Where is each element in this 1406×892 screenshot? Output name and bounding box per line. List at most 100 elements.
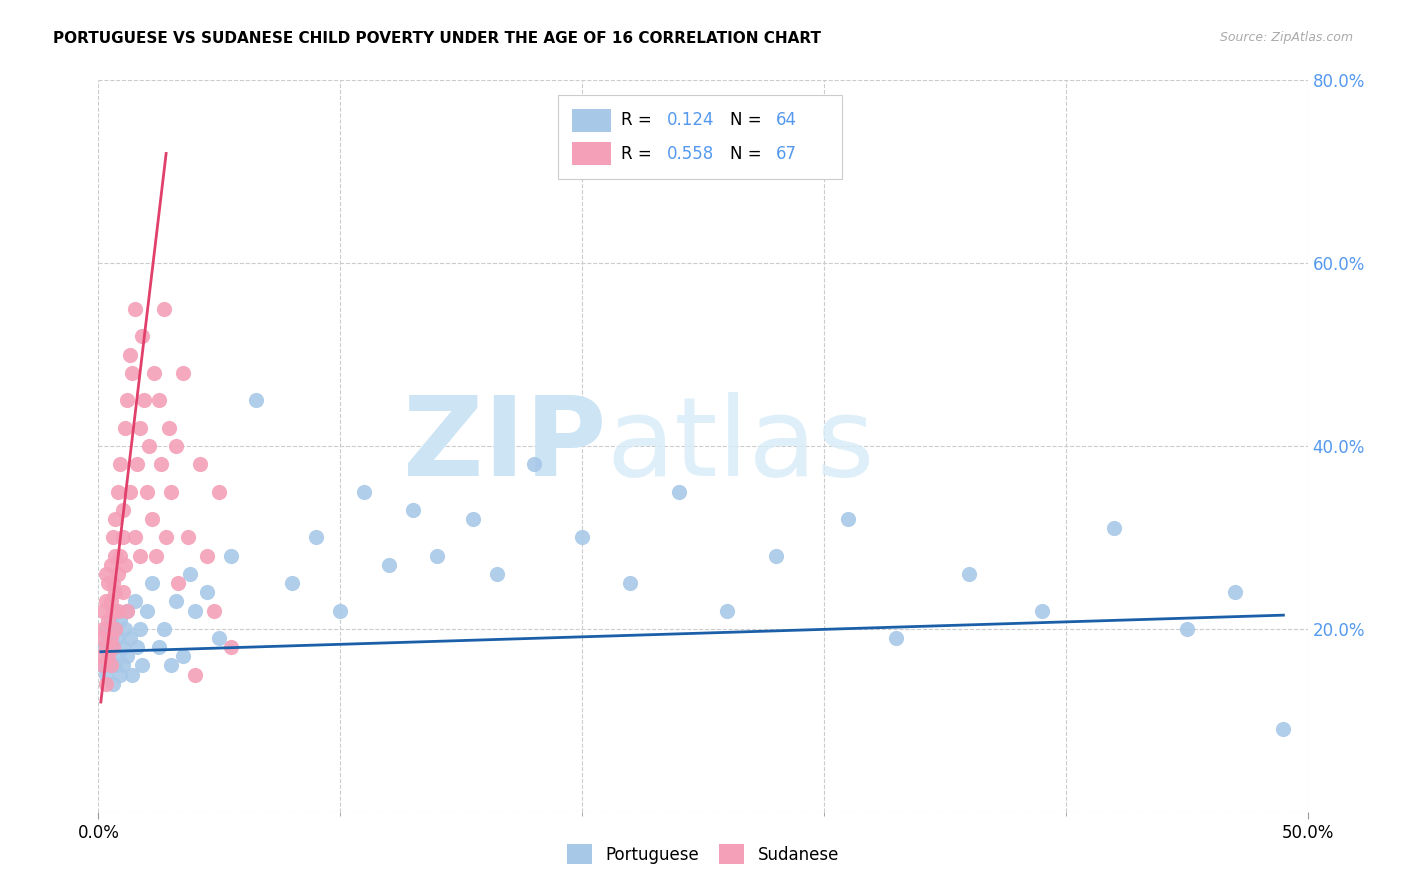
Point	[305, 530, 328, 544]
Point	[111, 640, 134, 655]
Point	[108, 549, 131, 563]
Point	[195, 585, 218, 599]
Point	[1102, 521, 1125, 535]
Text: R =: R =	[621, 112, 657, 129]
Point	[165, 439, 187, 453]
Point	[104, 585, 127, 599]
Point	[101, 576, 124, 591]
Point	[97, 576, 120, 591]
Point	[167, 576, 190, 591]
Point	[104, 658, 127, 673]
Point	[486, 567, 509, 582]
Point	[138, 439, 160, 453]
Point	[117, 649, 139, 664]
Point	[188, 457, 211, 471]
Point	[100, 594, 122, 608]
Point	[108, 667, 131, 681]
Point	[90, 658, 112, 673]
Point	[131, 658, 153, 673]
Point	[101, 640, 124, 655]
Point	[148, 393, 170, 408]
Point	[114, 421, 136, 435]
Point	[143, 366, 166, 380]
Point	[426, 549, 449, 563]
Point	[118, 484, 141, 499]
Point	[104, 622, 127, 636]
Text: Source: ZipAtlas.com: Source: ZipAtlas.com	[1219, 31, 1353, 45]
Point	[90, 631, 112, 645]
Point	[619, 576, 641, 591]
Point	[329, 603, 352, 617]
Point	[1272, 723, 1295, 737]
Point	[97, 649, 120, 664]
Point	[121, 366, 143, 380]
Point	[127, 457, 149, 471]
Point	[145, 549, 167, 563]
FancyBboxPatch shape	[572, 109, 612, 132]
Text: PORTUGUESE VS SUDANESE CHILD POVERTY UNDER THE AGE OF 16 CORRELATION CHART: PORTUGUESE VS SUDANESE CHILD POVERTY UND…	[53, 31, 821, 46]
Point	[91, 640, 114, 655]
Point	[117, 603, 139, 617]
Point	[117, 393, 139, 408]
Point	[155, 530, 177, 544]
Point	[118, 347, 141, 362]
Point	[101, 676, 124, 690]
Point	[94, 640, 117, 655]
Point	[94, 667, 117, 681]
Point	[765, 549, 787, 563]
Point	[716, 603, 738, 617]
Point	[94, 594, 117, 608]
Text: atlas: atlas	[606, 392, 875, 500]
Point	[184, 667, 207, 681]
Point	[97, 631, 120, 645]
FancyBboxPatch shape	[572, 142, 612, 165]
Point	[107, 649, 129, 664]
Text: N =: N =	[730, 145, 766, 162]
Point	[150, 457, 173, 471]
Point	[886, 631, 908, 645]
Point	[571, 530, 593, 544]
Point	[91, 658, 114, 673]
Point	[463, 512, 485, 526]
Point	[245, 393, 267, 408]
Point	[101, 640, 124, 655]
Point	[94, 676, 117, 690]
Point	[141, 512, 163, 526]
Point	[107, 631, 129, 645]
Point	[114, 558, 136, 572]
Text: 0.124: 0.124	[666, 112, 714, 129]
Point	[108, 457, 131, 471]
Point	[128, 421, 150, 435]
Point	[172, 366, 194, 380]
Point	[111, 658, 134, 673]
Point	[111, 585, 134, 599]
Point	[135, 603, 157, 617]
Point	[523, 457, 546, 471]
Point	[141, 576, 163, 591]
Text: 67: 67	[776, 145, 797, 162]
Point	[104, 549, 127, 563]
Legend: Portuguese, Sudanese: Portuguese, Sudanese	[561, 838, 845, 871]
Text: 0.558: 0.558	[666, 145, 714, 162]
Point	[128, 549, 150, 563]
Point	[114, 622, 136, 636]
Point	[91, 622, 114, 636]
Point	[97, 613, 120, 627]
Point	[208, 484, 231, 499]
Point	[177, 530, 200, 544]
Point	[121, 667, 143, 681]
Point	[100, 658, 122, 673]
Point	[94, 567, 117, 582]
Point	[104, 512, 127, 526]
Point	[108, 613, 131, 627]
Point	[100, 613, 122, 627]
Point	[124, 594, 146, 608]
Point	[124, 301, 146, 316]
Point	[107, 484, 129, 499]
Point	[91, 603, 114, 617]
Point	[100, 558, 122, 572]
Point	[128, 622, 150, 636]
Point	[221, 549, 243, 563]
Point	[104, 622, 127, 636]
Point	[402, 503, 425, 517]
